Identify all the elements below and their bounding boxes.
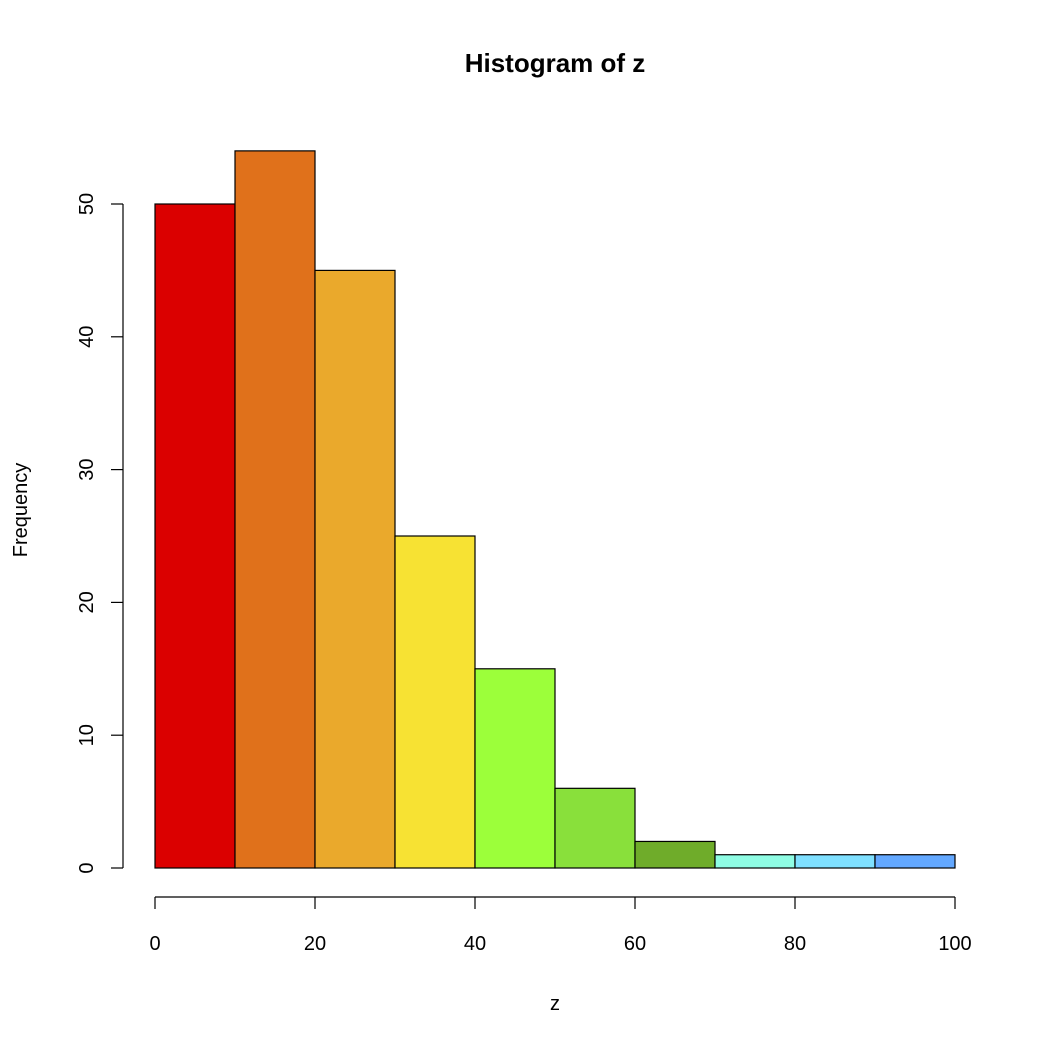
x-tick-label: 20 xyxy=(304,933,326,955)
histogram-bar-9 xyxy=(874,854,956,869)
x-axis-label: z xyxy=(550,993,560,1015)
chart-title: Histogram of z xyxy=(465,48,646,78)
y-tick-label: 10 xyxy=(76,724,98,746)
histogram-bar-0 xyxy=(154,203,236,869)
y-tick-label: 0 xyxy=(76,862,98,873)
histogram-bar-7 xyxy=(714,854,796,869)
y-tick-label: 20 xyxy=(76,591,98,613)
y-axis-label: Frequency xyxy=(10,463,32,558)
histogram-bar-3 xyxy=(394,535,476,869)
y-tick-label: 30 xyxy=(76,458,98,480)
histogram-bar-8 xyxy=(794,854,876,869)
y-tick-label: 40 xyxy=(76,326,98,348)
histogram-bar-1 xyxy=(234,150,316,869)
bars-group xyxy=(154,150,956,869)
y-axis: 0 10 20 30 40 50 xyxy=(76,193,124,874)
x-tick-label: 0 xyxy=(149,933,160,955)
histogram-bar-2 xyxy=(314,269,396,869)
x-tick-label: 100 xyxy=(938,933,971,955)
histogram-bar-6 xyxy=(634,840,716,869)
x-axis: 0 20 40 60 80 100 xyxy=(149,896,972,955)
histogram-bar-4 xyxy=(474,668,556,869)
x-tick-label: 40 xyxy=(464,933,486,955)
x-tick-label: 80 xyxy=(784,933,806,955)
y-tick-label: 50 xyxy=(76,193,98,215)
x-tick-label: 60 xyxy=(624,933,646,955)
histogram-bar-5 xyxy=(554,787,636,869)
